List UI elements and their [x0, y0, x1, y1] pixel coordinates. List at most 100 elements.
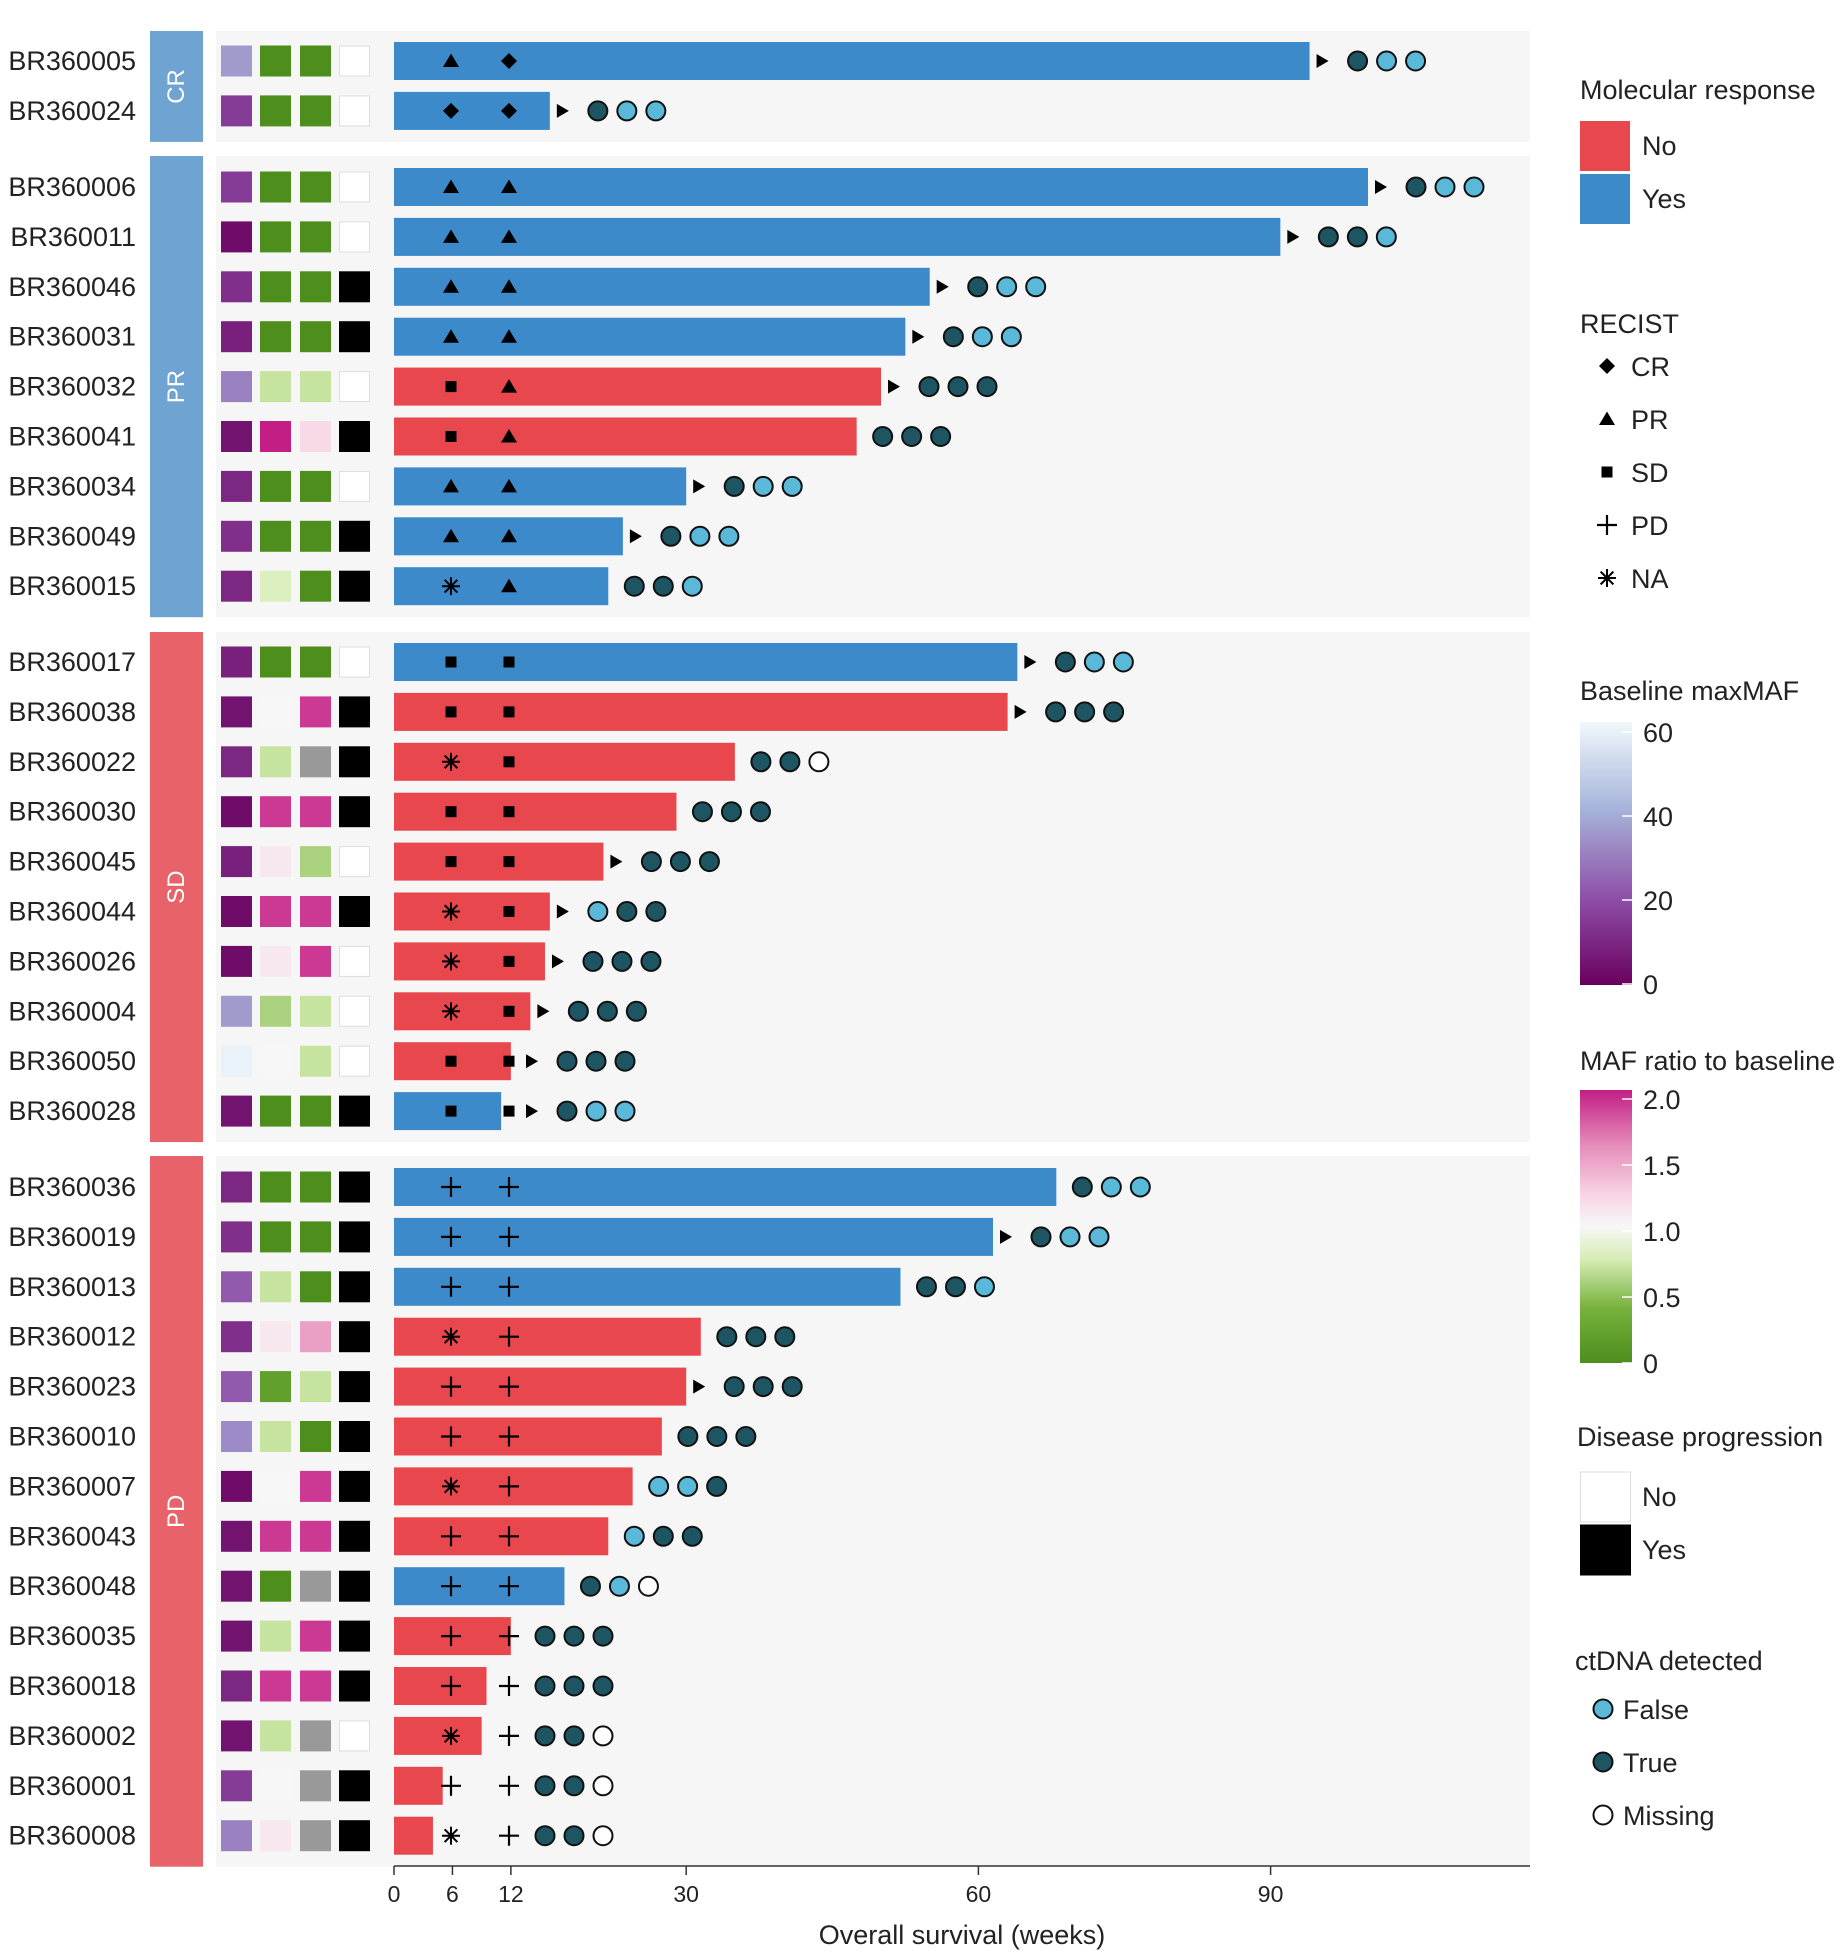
- patient-id-label: BR360006: [8, 172, 136, 202]
- baseline-maxmaf-tile: [221, 1620, 252, 1652]
- recist-cr-marker: [501, 102, 517, 119]
- ctdna-false-circle: [608, 1575, 630, 1597]
- recist-sd-marker: [1601, 466, 1613, 478]
- progression-tile: [339, 1570, 370, 1602]
- ctdna-false-circle: [781, 475, 803, 497]
- maf-ratio-tile-2: [300, 1570, 331, 1602]
- baseline-maxmaf-tile: [221, 1421, 252, 1452]
- recist-sd-marker: [445, 381, 457, 393]
- recist-na-marker: [442, 1002, 460, 1021]
- ongoing-arrow-marker: [1014, 704, 1027, 719]
- survival-bar: [394, 1766, 443, 1805]
- recist-na-marker: [442, 1726, 460, 1745]
- progression-tile: [339, 696, 370, 728]
- progression-tile: [339, 896, 370, 927]
- ctdna-missing-circle: [592, 1825, 614, 1847]
- legend-item-progression: No: [1642, 1482, 1677, 1512]
- recist-pd-marker: [441, 1626, 461, 1647]
- maf-ratio-tile-2: [300, 321, 331, 353]
- recist-pd-marker: [441, 1376, 461, 1397]
- baseline-maxmaf-tile: [221, 1720, 252, 1752]
- ctdna-true-circle: [579, 1575, 601, 1597]
- ctdna-missing-circle: [637, 1575, 659, 1597]
- patient-id-label: BR360002: [8, 1721, 136, 1751]
- patient-id-label: BR360032: [8, 372, 136, 402]
- progression-tile: [339, 796, 370, 828]
- survival-bar: [394, 1716, 482, 1755]
- recist-pd-marker: [499, 1276, 519, 1297]
- survival-bar: [394, 467, 687, 506]
- maf-ratio-tile-2: [300, 1620, 331, 1652]
- ctdna-true-circle: [563, 1775, 585, 1797]
- recist-na-marker: [442, 902, 460, 921]
- maf-ratio-tile-1: [260, 321, 291, 353]
- survival-bar: [394, 417, 857, 456]
- maf-ratio-tile-2: [300, 1720, 331, 1752]
- maf-ratio-tile-1: [260, 221, 291, 253]
- recist-pr-marker: [501, 528, 517, 543]
- patient-id-label: BR360028: [8, 1096, 136, 1126]
- patient-row: BR360046: [8, 267, 1047, 306]
- maf-ratio-tick-label: 1.0: [1643, 1217, 1681, 1247]
- patient-id-label: BR360023: [8, 1372, 136, 1402]
- legend-item-ctdna: Missing: [1623, 1801, 1715, 1831]
- legend-title-disease-progression: Disease progression: [1577, 1422, 1823, 1452]
- patient-id-label: BR360048: [8, 1571, 136, 1601]
- patient-id-label: BR360044: [8, 897, 136, 927]
- legend-item-recist: SD: [1631, 458, 1669, 488]
- baseline-maxmaf-tile: [221, 371, 252, 403]
- ctdna-true-circle: [706, 1475, 728, 1497]
- maf-ratio-tile-1: [260, 846, 291, 878]
- ctdna-missing-circle: [592, 1725, 614, 1747]
- ctdna-false-circle: [689, 525, 711, 547]
- progression-tile: [339, 1820, 370, 1852]
- survival-bar: [394, 792, 677, 831]
- patient-row: BR360019: [8, 1217, 1110, 1256]
- ongoing-arrow-marker: [526, 1104, 538, 1119]
- recist-pr-marker: [501, 478, 517, 493]
- baseline-maxmaf-tile: [221, 520, 252, 552]
- maf-ratio-tile-1: [260, 45, 291, 77]
- survival-bar: [394, 892, 550, 931]
- recist-sd-marker: [445, 806, 457, 818]
- recist-pr-marker: [501, 179, 517, 193]
- patient-row: BR360022: [8, 742, 830, 781]
- ongoing-arrow-marker: [1000, 1229, 1013, 1244]
- ctdna-true-circle: [1045, 701, 1067, 723]
- ongoing-arrow-marker: [526, 1054, 538, 1069]
- recist-pd-marker: [499, 1626, 519, 1647]
- legend-title-ctdna: ctDNA detected: [1575, 1646, 1763, 1676]
- ctdna-true-circle: [723, 1376, 745, 1398]
- maf-ratio-tile-2: [300, 271, 331, 303]
- ctdna-true-circle: [1054, 651, 1076, 673]
- survival-bar: [394, 42, 1310, 80]
- ctdna-true-circle: [592, 1625, 614, 1647]
- patient-row: BR360048: [8, 1567, 659, 1606]
- patient-id-label: BR360024: [8, 96, 136, 126]
- progression-tile: [339, 221, 370, 253]
- patient-row: BR360012: [8, 1317, 796, 1356]
- recist-cr-marker: [443, 102, 459, 119]
- maf-ratio-tile-2: [300, 45, 331, 77]
- ctdna-true-circle: [556, 1100, 578, 1122]
- patient-id-label: BR360043: [8, 1521, 136, 1551]
- baseline-maxmaf-tile: [221, 995, 252, 1027]
- progression-tile: [339, 1271, 370, 1303]
- maf-ratio-tile-1: [260, 1271, 291, 1303]
- recist-na-marker: [1598, 569, 1616, 587]
- recist-pr-marker: [501, 429, 517, 443]
- legend-item-recist: PR: [1631, 405, 1669, 435]
- ctdna-false-circle: [1059, 1226, 1081, 1248]
- recist-na-marker: [442, 1477, 460, 1496]
- ctdna-true-circle: [720, 801, 742, 823]
- maf-ratio-tile-2: [300, 1470, 331, 1502]
- maf-ratio-colorbar: [1580, 1090, 1632, 1363]
- recist-sd-marker: [503, 1005, 515, 1017]
- ctdna-true-circle: [1074, 701, 1096, 723]
- ctdna-true-circle: [669, 851, 691, 873]
- ctdna-true-circle: [930, 426, 952, 447]
- maf-ratio-tile-1: [260, 271, 291, 303]
- progression-tile: [339, 470, 370, 502]
- maf-ratio-tile-1: [260, 796, 291, 828]
- maf-ratio-tile-2: [300, 1820, 331, 1852]
